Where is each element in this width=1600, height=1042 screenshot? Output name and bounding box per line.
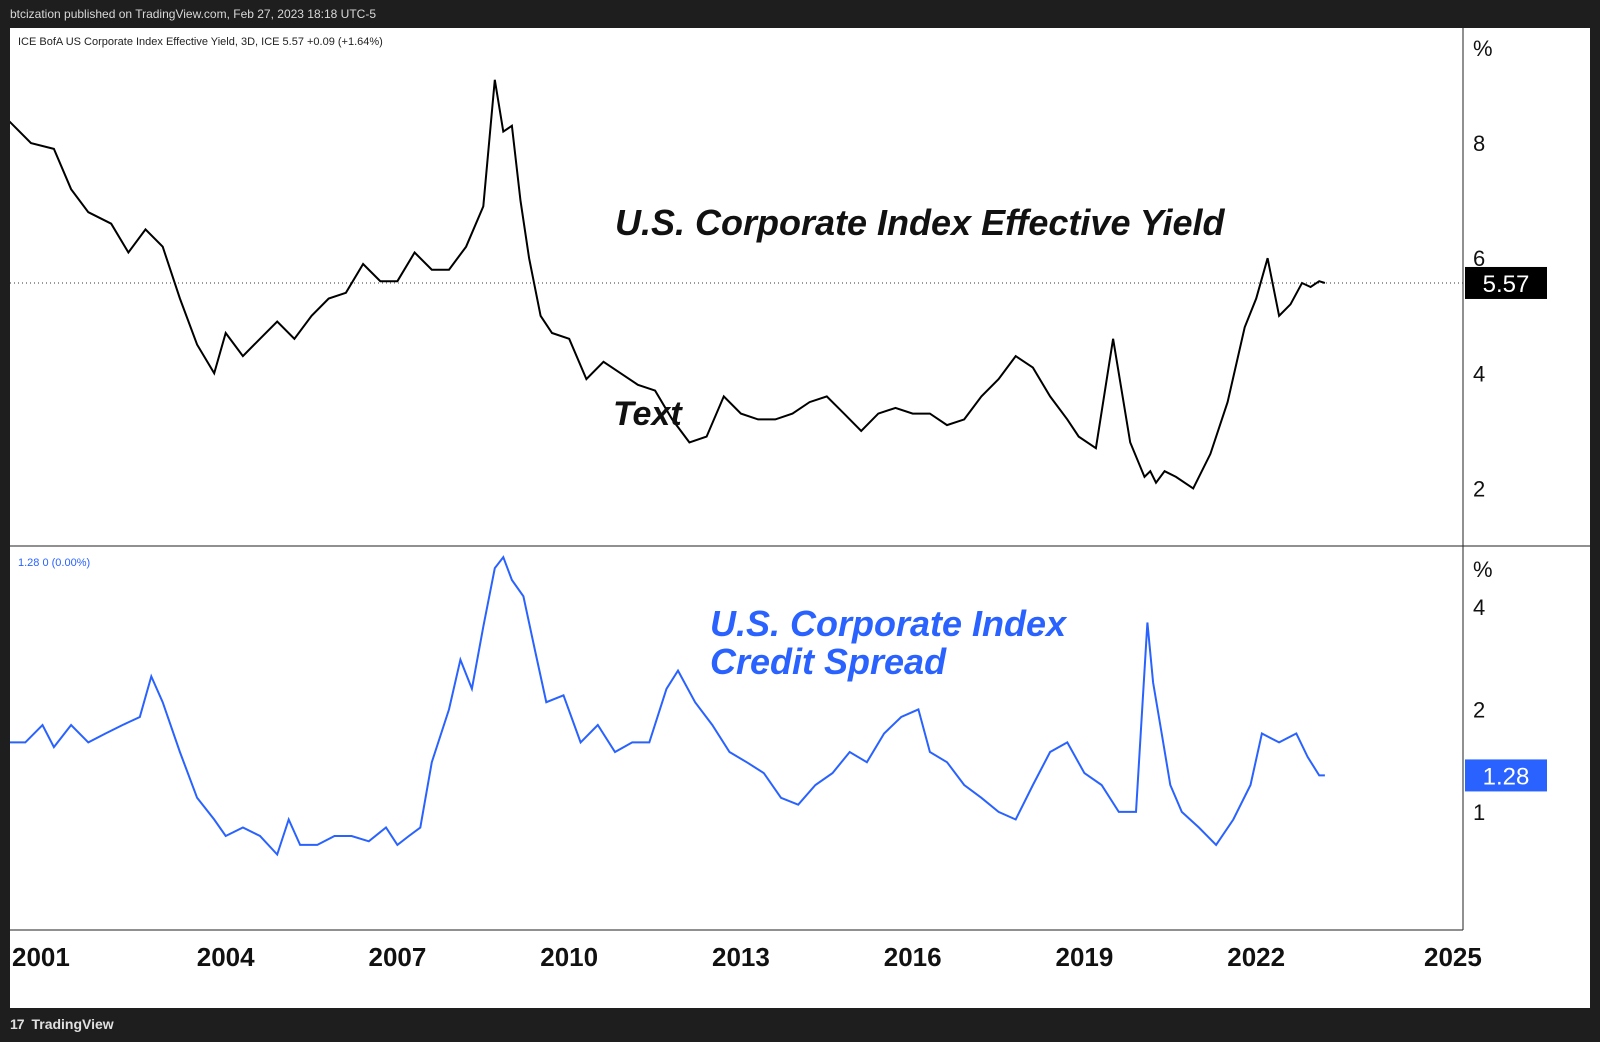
x-tick-label: 2004 — [197, 942, 255, 972]
x-tick-label: 2016 — [884, 942, 942, 972]
chart-canvas[interactable]: ICE BofA US Corporate Index Effective Yi… — [7, 28, 1590, 1008]
yield-last-value-badge: 5.57 — [1465, 266, 1547, 299]
y-tick-label: 4 — [1473, 361, 1485, 386]
spread-axis-ticks: 4 2 1 — [1473, 595, 1485, 825]
yield-legend: ICE BofA US Corporate Index Effective Yi… — [18, 36, 383, 48]
spread-unit-label: % — [1473, 557, 1493, 582]
x-tick-label: 2022 — [1227, 942, 1285, 972]
yield-series-line — [7, 79, 1326, 490]
x-tick-label: 2019 — [1056, 942, 1114, 972]
x-tick-label: 2001 — [12, 942, 70, 972]
x-tick-label: 2025 — [1424, 942, 1482, 972]
tradingview-logo-icon: 17 — [10, 1016, 25, 1032]
time-axis-labels[interactable]: 2001 2004 2007 2010 2013 2016 2019 2022 2025 — [12, 942, 1482, 972]
tradingview-brand[interactable]: 17 TradingView — [10, 1010, 114, 1038]
yield-chart-title: U.S. Corporate Index Effective Yield — [615, 202, 1226, 243]
x-tick-label: 2010 — [540, 942, 598, 972]
chart-frame: ICE BofA US Corporate Index Effective Yi… — [7, 28, 1590, 1008]
brand-label: TradingView — [31, 1016, 114, 1032]
y-tick-label: 2 — [1473, 697, 1485, 722]
svg-text:1.28: 1.28 — [1483, 763, 1530, 790]
spread-title-line-2: Credit Spread — [710, 641, 947, 682]
y-tick-label: 8 — [1473, 131, 1485, 156]
spread-title-line-1: U.S. Corporate Index — [710, 603, 1068, 644]
svg-text:5.57: 5.57 — [1483, 271, 1530, 298]
x-tick-label: 2007 — [369, 942, 427, 972]
spread-last-value-badge: 1.28 — [1465, 759, 1547, 792]
yield-unit-label: % — [1473, 36, 1493, 61]
publish-info: btcization published on TradingView.com,… — [10, 7, 376, 21]
spread-legend: 1.28 0 (0.00%) — [18, 557, 90, 569]
spread-series-line — [8, 555, 1325, 857]
y-tick-label: 1 — [1473, 800, 1485, 825]
y-tick-label: 6 — [1473, 246, 1485, 271]
yield-axis-ticks: 8 6 4 2 — [1473, 131, 1485, 501]
y-tick-label: 2 — [1473, 476, 1485, 501]
annotation-text: Text — [613, 395, 683, 433]
x-tick-label: 2013 — [712, 942, 770, 972]
y-tick-label: 4 — [1473, 595, 1485, 620]
